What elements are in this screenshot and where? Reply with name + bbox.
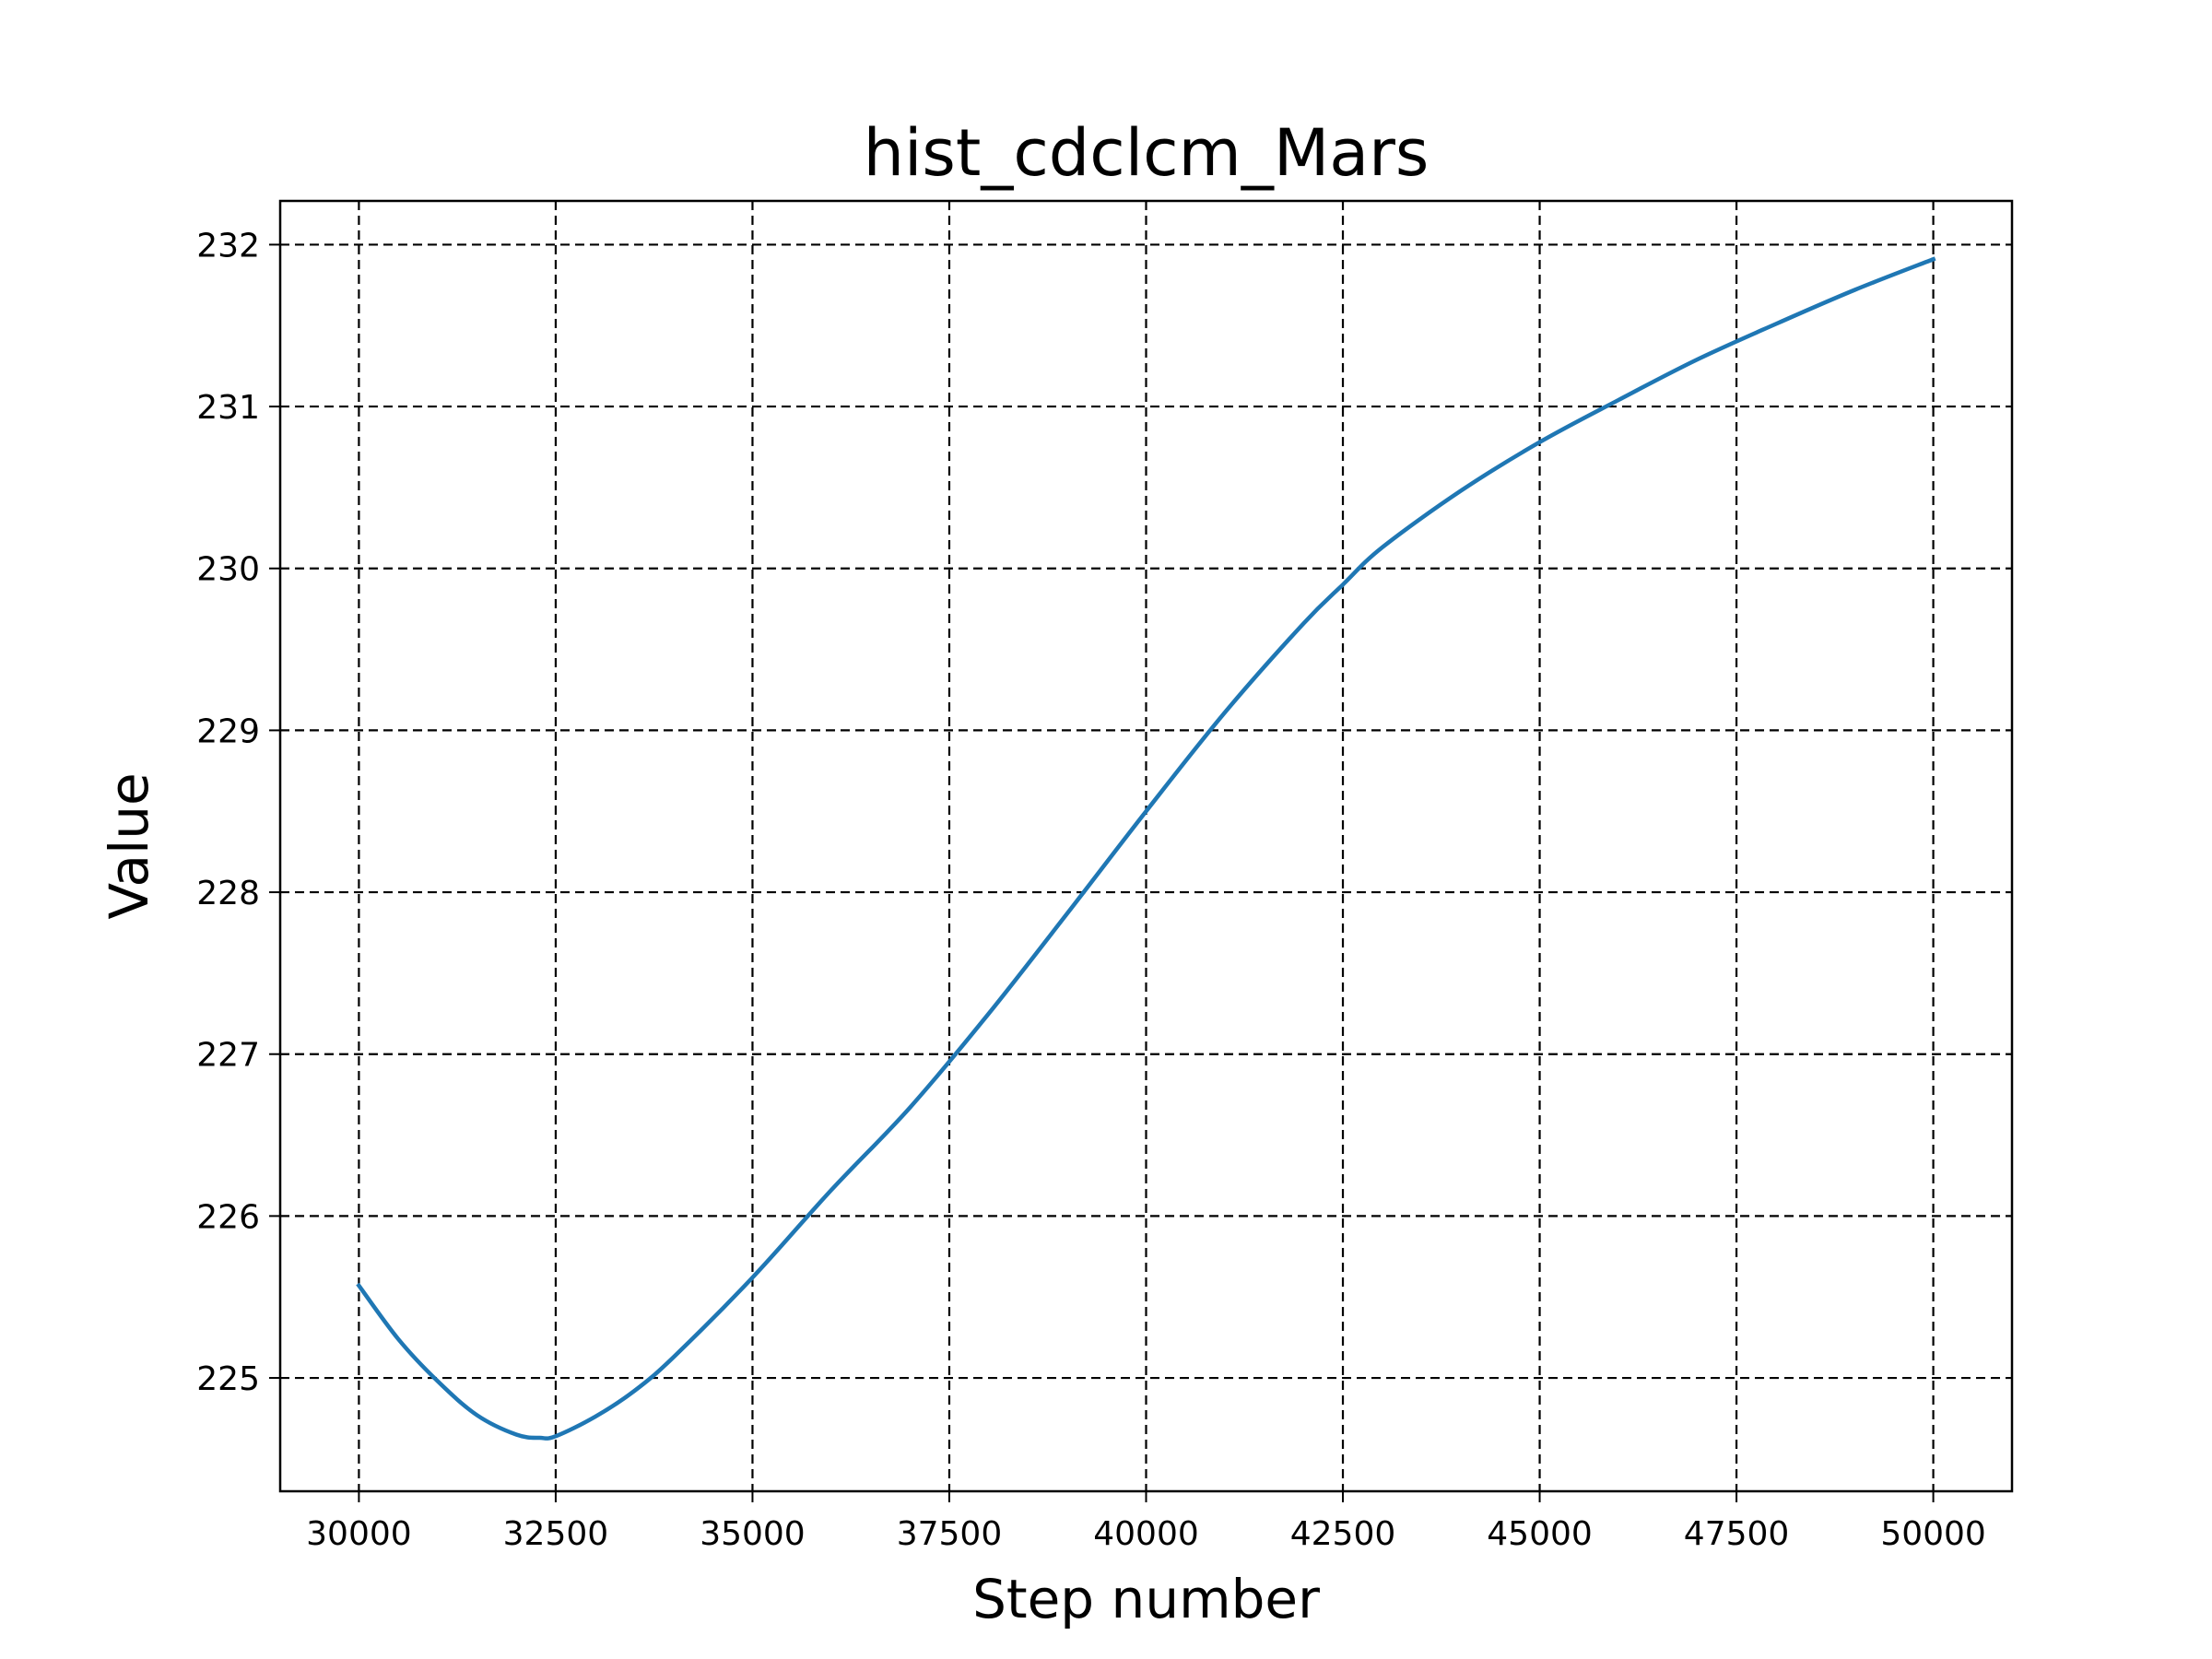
x-tick-label: 30000 (306, 1515, 412, 1553)
series-layer (356, 256, 1936, 1441)
grid (280, 201, 2012, 1491)
y-tick-label: 227 (196, 1037, 260, 1075)
x-tick-label: 32500 (503, 1515, 609, 1553)
y-tick-label: 230 (196, 551, 260, 589)
x-tick-label: 45000 (1487, 1515, 1593, 1553)
ticks: 30000 32500 35000 37500 40000 42500 45000 47500… (196, 227, 1986, 1553)
y-tick-label: 225 (196, 1360, 260, 1398)
x-tick-label: 50000 (1880, 1515, 1986, 1553)
y-axis-label: Value (98, 772, 160, 919)
x-tick-label: 47500 (1684, 1515, 1790, 1553)
y-tick-label: 231 (196, 389, 260, 427)
chart-title: hist_cdclcm_Mars (864, 115, 1430, 191)
x-tick-label: 42500 (1290, 1515, 1396, 1553)
series-line (356, 256, 1936, 1441)
y-tick-label: 226 (196, 1198, 260, 1236)
y-tick-label: 229 (196, 712, 260, 750)
x-axis-label: Step number (972, 1568, 1320, 1630)
x-tick-label: 40000 (1093, 1515, 1199, 1553)
y-tick-label: 232 (196, 227, 260, 265)
y-tick-label: 228 (196, 875, 260, 912)
x-tick-label: 37500 (897, 1515, 1003, 1553)
x-tick-label: 35000 (700, 1515, 806, 1553)
